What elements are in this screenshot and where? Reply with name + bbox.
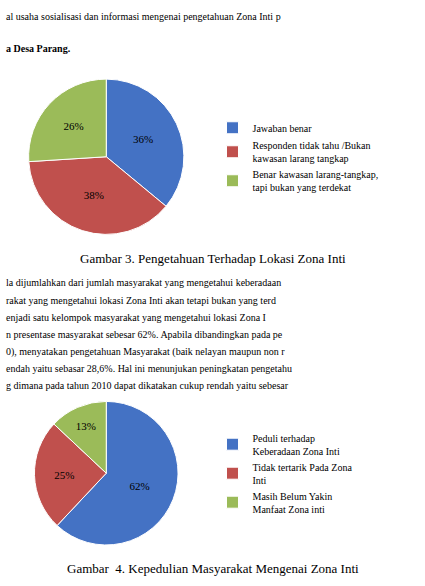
svg-text:Gambar 4. Kepedulian Masyarak: Gambar 4. Kepedulian Masyarakat Mengenai… xyxy=(67,561,359,576)
svg-text:Masih Belum YakinManfaat Zona: Masih Belum YakinManfaat Zona inti xyxy=(253,491,333,515)
svg-text:Peduli terhadapKeberadaan Zona: Peduli terhadapKeberadaan Zona Inti xyxy=(253,433,340,457)
svg-text:a Desa Parang.: a Desa Parang. xyxy=(6,43,71,54)
svg-text:13%: 13% xyxy=(76,420,96,432)
svg-text:enjadi satu kelompok masyaraka: enjadi satu kelompok masyarakat yang men… xyxy=(6,312,266,323)
svg-text:38%: 38% xyxy=(84,189,104,201)
svg-text:Responden tidak tahu /Bukankaw: Responden tidak tahu /Bukankawasan laran… xyxy=(253,140,371,164)
svg-text:g dimana pada tahun 2010 dapat: g dimana pada tahun 2010 dapat dikatakan… xyxy=(6,380,289,391)
svg-text:n presentase masyarakat sebesa: n presentase masyarakat sebesar 62%. Apa… xyxy=(6,329,283,340)
svg-text:la dijumlahkan dari jumlah mas: la dijumlahkan dari jumlah masyarakat ya… xyxy=(6,277,281,288)
svg-text:0), menyatakan pengetahuan Mas: 0), menyatakan pengetahuan Masyarakat (b… xyxy=(6,346,285,358)
svg-text:endah yaitu sebasar 28,6%. Hal: endah yaitu sebasar 28,6%. Hal ini menun… xyxy=(6,363,292,374)
svg-text:36%: 36% xyxy=(133,133,153,145)
svg-text:rakat yang mengetahui lokasi Z: rakat yang mengetahui lokasi Zona Inti a… xyxy=(6,295,276,306)
svg-text:62%: 62% xyxy=(130,480,150,492)
svg-text:Benar kawasan larang-tangkap,t: Benar kawasan larang-tangkap,tapi bukan … xyxy=(253,169,379,193)
svg-text:26%: 26% xyxy=(63,120,83,132)
svg-text:Gambar 3. Pengetahuan Terhadap: Gambar 3. Pengetahuan Terhadap Lokasi Zo… xyxy=(80,251,346,266)
svg-text:25%: 25% xyxy=(54,469,74,481)
svg-text:Jawaban benar: Jawaban benar xyxy=(253,123,313,134)
svg-text:Tidak tertarik Pada ZonaInti: Tidak tertarik Pada ZonaInti xyxy=(253,462,353,486)
svg-text:al usaha sosialisasi dan infor: al usaha sosialisasi dan informasi menge… xyxy=(6,11,281,22)
